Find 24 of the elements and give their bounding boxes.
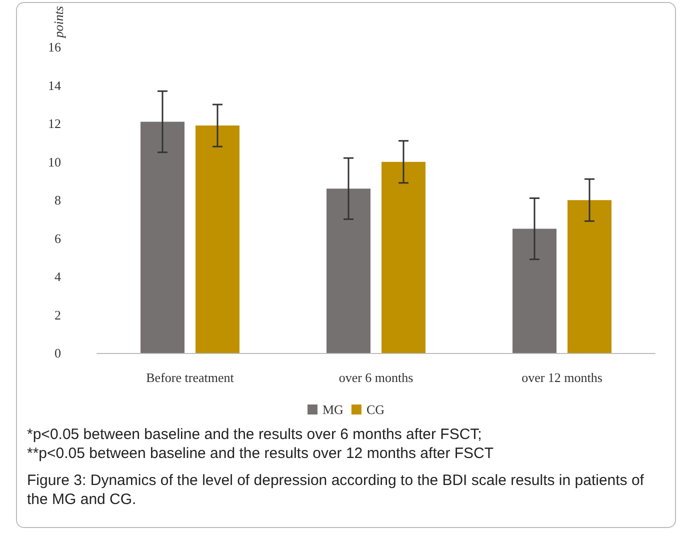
legend-label: CG [366, 402, 385, 417]
y-tick-label: 4 [54, 269, 62, 284]
text: *p<0.05 between baseline and the results over 6 months after FSCT; [27, 425, 483, 444]
bar [512, 228, 556, 353]
y-tick-label: 12 [48, 116, 61, 132]
bar [568, 200, 612, 353]
y-tick-label: 10 [48, 154, 61, 170]
bar [326, 188, 370, 353]
x-tick-label: over 6 months [338, 370, 414, 385]
y-tick-label: 6 [54, 230, 62, 246]
caption: Figure 3: Dynamics of the level of depression according to the BDI scale results in patients of the MG and CG. [27, 471, 645, 509]
y-tick-label: 8 [54, 192, 61, 208]
bar [196, 126, 240, 353]
y-tick-label: 16 [48, 40, 62, 55]
y-tick-label: 2 [54, 307, 61, 322]
y-tick-label: 14 [48, 78, 62, 93]
legend-label: MG [322, 402, 344, 417]
y-axis-title: points [51, 6, 66, 39]
x-tick-label: over 12 months [522, 370, 602, 385]
y-tick-label: 0 [54, 346, 61, 360]
text: **p<0.05 between baseline and the results over 12 months after FSCT [27, 444, 495, 463]
bar [140, 122, 184, 353]
x-tick-label: Before treatment [146, 370, 234, 385]
bar [382, 162, 426, 353]
